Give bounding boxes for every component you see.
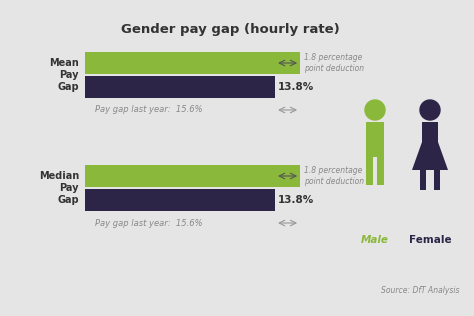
Bar [366, 157, 373, 185]
Bar [422, 122, 438, 142]
Text: Pay gap last year:  15.6%: Pay gap last year: 15.6% [95, 106, 202, 114]
Text: 13.8%: 13.8% [278, 195, 314, 205]
Text: Gender pay gap (hourly rate): Gender pay gap (hourly rate) [120, 23, 339, 37]
Bar [85, 52, 300, 74]
Text: Pay gap last year:  15.6%: Pay gap last year: 15.6% [95, 218, 202, 228]
Text: 13.8%: 13.8% [278, 82, 314, 92]
Text: Mean
Pay
Gap: Mean Pay Gap [49, 58, 79, 92]
Bar [366, 122, 384, 157]
Circle shape [365, 100, 385, 120]
Text: Male: Male [361, 235, 389, 245]
Text: 1.8 percentage
point deduction: 1.8 percentage point deduction [304, 53, 364, 73]
Bar [85, 189, 275, 211]
Text: 1.8 percentage
point deduction: 1.8 percentage point deduction [304, 166, 364, 186]
Bar [420, 170, 426, 190]
Text: Female: Female [409, 235, 451, 245]
Text: Source: DfT Analysis: Source: DfT Analysis [382, 286, 460, 295]
Bar [85, 76, 275, 98]
Polygon shape [412, 142, 448, 170]
Bar [377, 157, 384, 185]
Bar [434, 170, 440, 190]
Circle shape [420, 100, 440, 120]
Bar [85, 165, 300, 187]
Text: Median
Pay
Gap: Median Pay Gap [39, 171, 79, 204]
